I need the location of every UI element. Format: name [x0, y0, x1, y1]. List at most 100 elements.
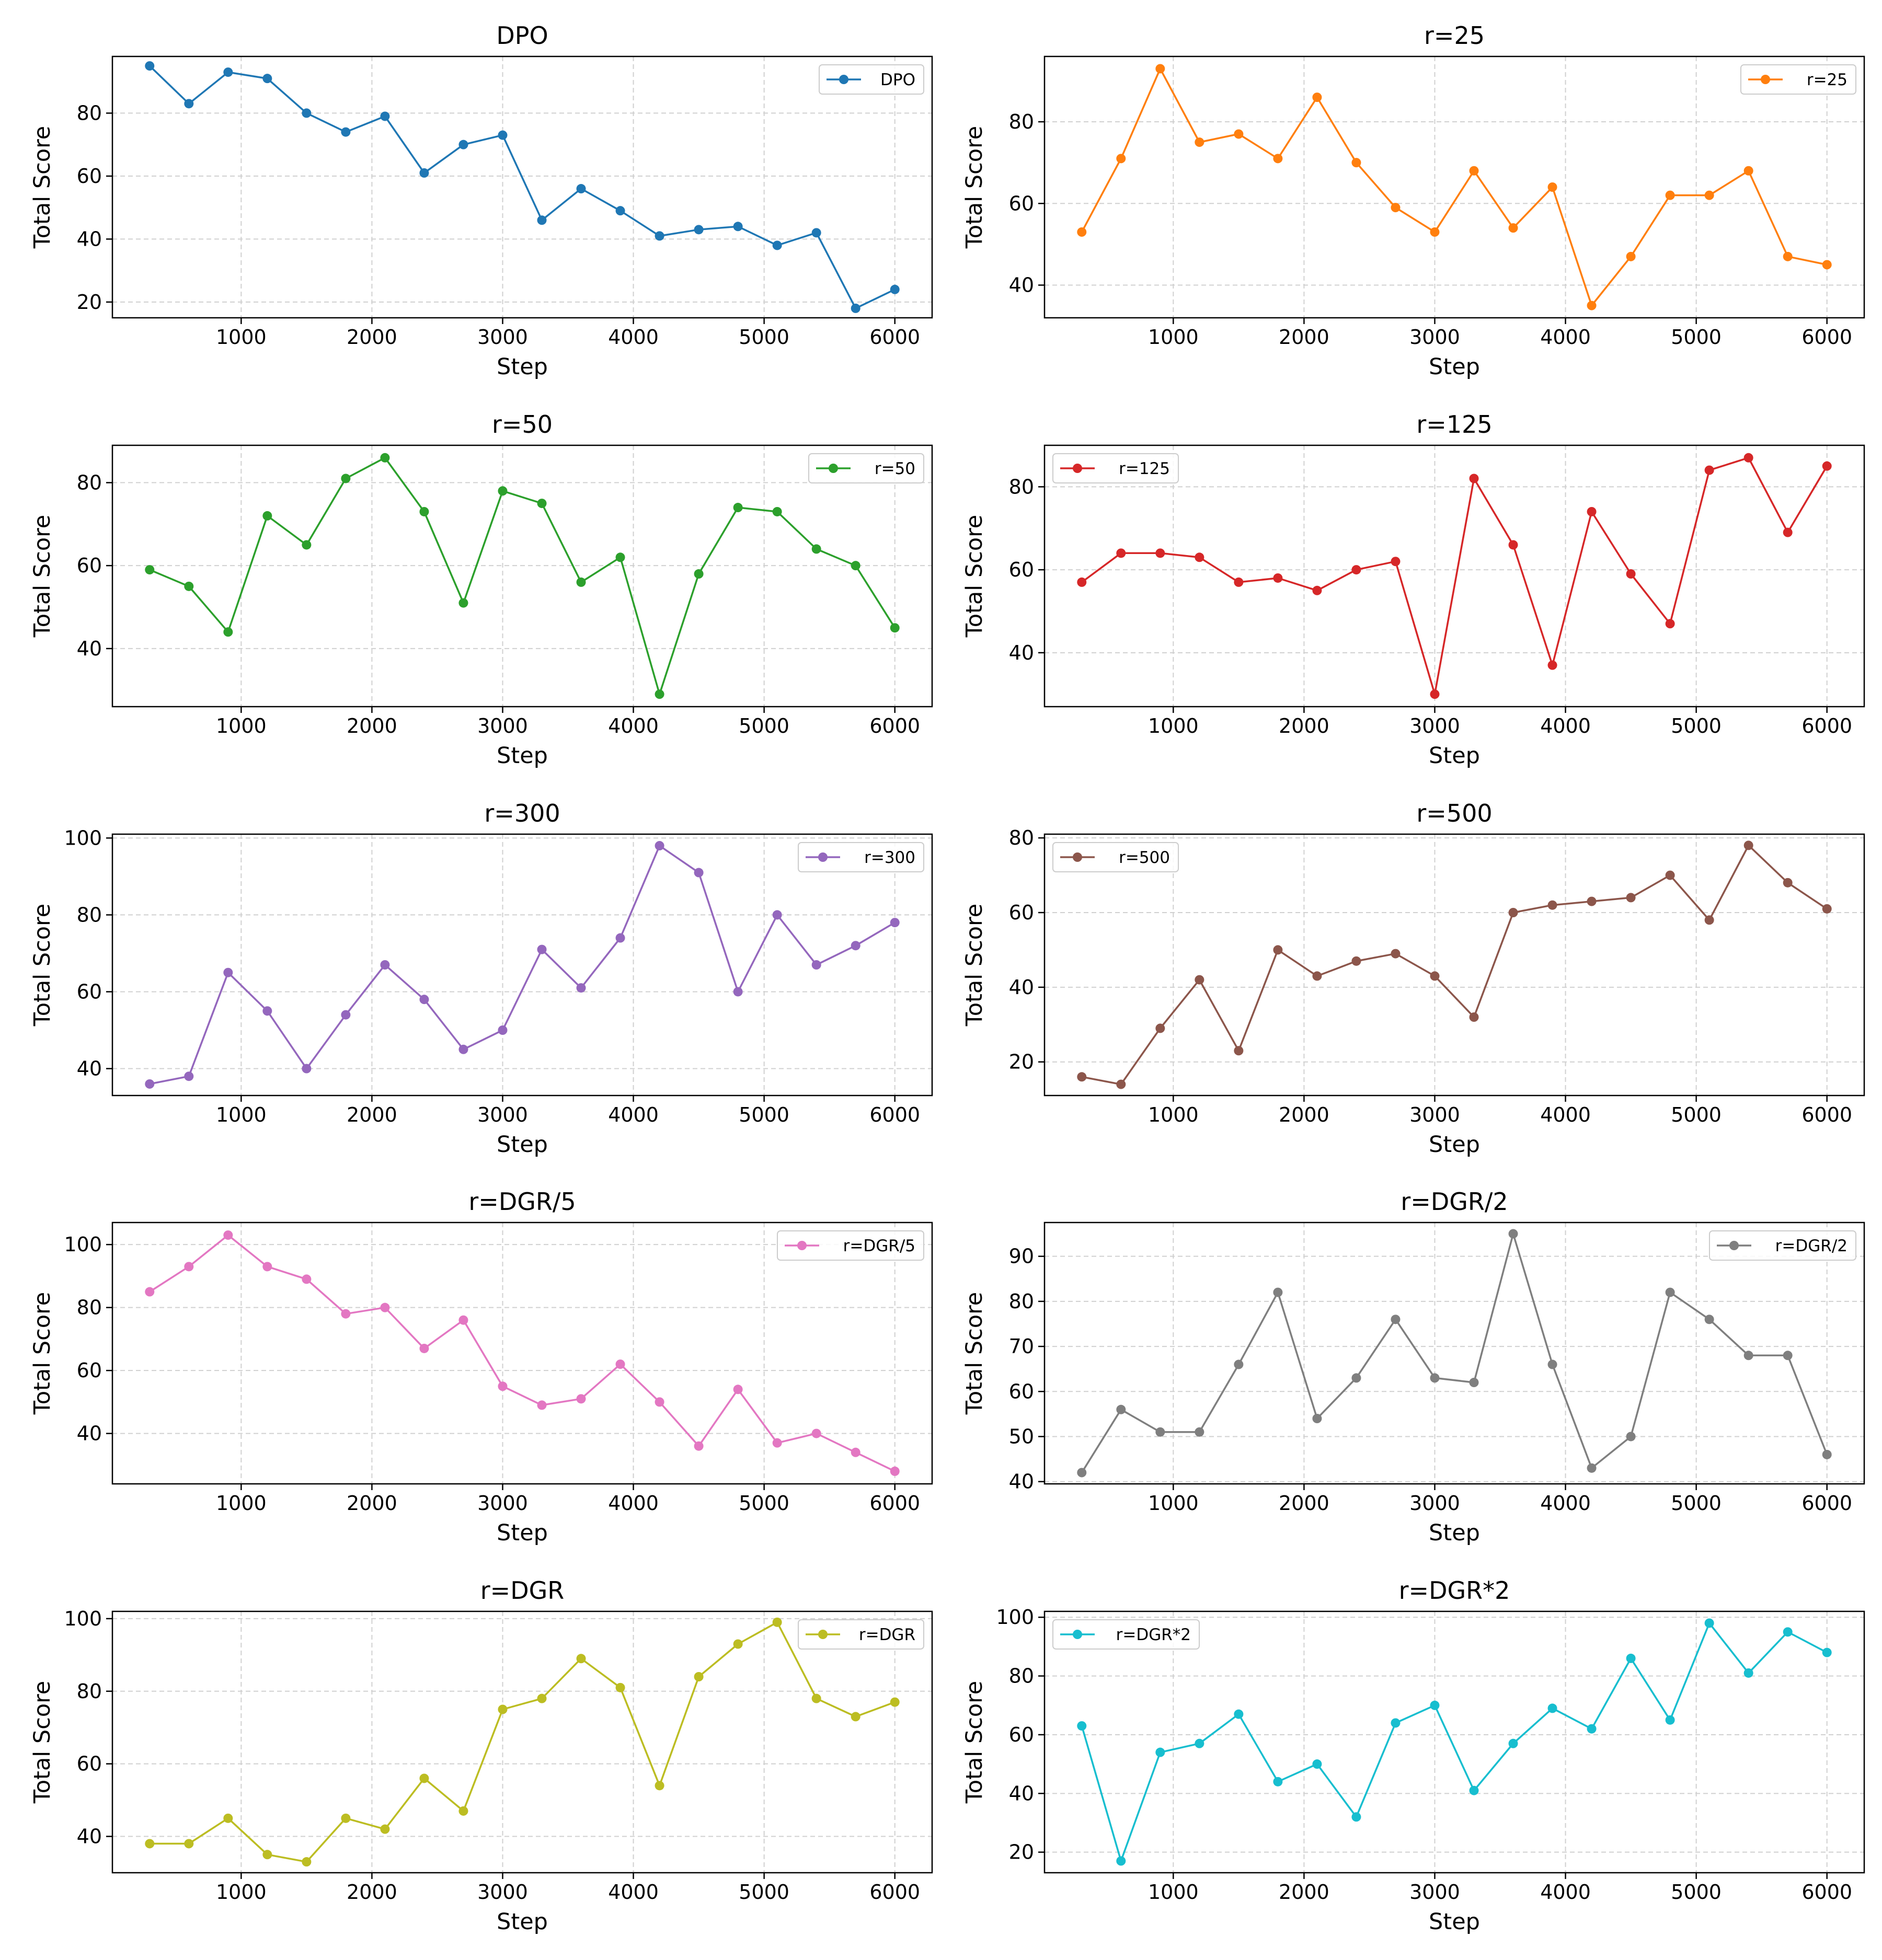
legend: r=300 — [798, 842, 924, 872]
chart-title: r=500 — [1416, 799, 1492, 827]
data-point — [262, 74, 272, 84]
legend-box — [819, 64, 924, 95]
data-point — [184, 581, 194, 591]
data-point — [262, 1850, 272, 1860]
data-point — [1547, 900, 1557, 910]
data-point — [890, 918, 900, 928]
plot-frame — [1043, 1221, 1865, 1485]
data-point — [1312, 585, 1322, 595]
data-point — [419, 1343, 429, 1353]
y-tick-label: 40 — [77, 637, 102, 660]
x-tick-label: 1000 — [216, 1103, 267, 1126]
legend-label: r=DGR/5 — [843, 1237, 915, 1255]
data-point — [1587, 301, 1597, 310]
data-point — [576, 1394, 586, 1404]
x-tick-label: 4000 — [1540, 1103, 1591, 1126]
data-point — [341, 1010, 351, 1020]
y-tick-label: 80 — [77, 1296, 102, 1319]
chart-r-dgr-2: 1000 2000 3000 4000 5000 6000 20 40 60 80 100 r=DGR… — [961, 1576, 1865, 1935]
series-line — [149, 457, 896, 695]
legend-label: r=300 — [864, 848, 915, 867]
y-axis-label: Total Score — [29, 515, 55, 638]
data-point — [380, 111, 390, 121]
data-point — [1116, 1079, 1126, 1089]
data-point — [1508, 540, 1518, 550]
y-tick-label: 80 — [1009, 826, 1034, 849]
series-line — [149, 845, 896, 1085]
x-tick-label: 5000 — [739, 714, 789, 737]
x-axis-label: Step — [497, 354, 548, 380]
data-point — [615, 552, 625, 562]
legend-box — [798, 1619, 924, 1650]
x-tick-label: 1000 — [216, 714, 267, 737]
data-point — [1743, 453, 1753, 463]
data-point — [1155, 1747, 1165, 1757]
data-point — [1783, 1351, 1793, 1361]
data-point — [1116, 154, 1126, 164]
data-point — [772, 1617, 782, 1627]
legend-label: DPO — [880, 71, 915, 89]
data-point — [1469, 1785, 1479, 1795]
data-point — [1077, 577, 1087, 587]
data-point — [419, 506, 429, 516]
x-tick-label: 5000 — [739, 1492, 789, 1515]
legend-box — [1740, 64, 1856, 95]
plot-frame — [1043, 1610, 1865, 1874]
x-axis-label: Step — [1429, 1909, 1480, 1935]
x-tick-label: 1000 — [1148, 1881, 1199, 1904]
y-tick-label: 70 — [1009, 1335, 1034, 1358]
data-point — [615, 206, 625, 216]
data-point — [302, 1857, 312, 1867]
x-tick-label: 5000 — [739, 1881, 789, 1904]
y-axis-label: Total Score — [29, 1681, 55, 1804]
legend-box — [1052, 1619, 1200, 1650]
data-point — [537, 1400, 547, 1410]
y-axis-label: Total Score — [29, 904, 55, 1027]
legend: r=25 — [1740, 64, 1856, 95]
data-point — [1116, 1856, 1126, 1866]
data-point — [1312, 93, 1322, 102]
data-point — [145, 61, 155, 71]
data-point — [1508, 908, 1518, 917]
data-point — [1587, 1724, 1597, 1734]
data-point — [1665, 1287, 1675, 1297]
legend-box — [1709, 1230, 1856, 1261]
y-tick-label: 40 — [1009, 976, 1034, 999]
x-tick-label: 4000 — [1540, 326, 1591, 349]
legend-label: r=DGR*2 — [1116, 1625, 1191, 1644]
data-point — [1547, 1359, 1557, 1369]
data-point — [1626, 893, 1636, 903]
data-point — [1743, 840, 1753, 850]
data-point — [419, 995, 429, 1005]
data-point — [341, 474, 351, 483]
data-point — [458, 598, 468, 608]
data-point — [1351, 956, 1361, 966]
plot-frame — [1043, 444, 1865, 708]
y-tick-label: 40 — [1009, 1782, 1034, 1805]
x-tick-label: 2000 — [1279, 326, 1329, 349]
data-point — [341, 1309, 351, 1319]
legend: r=125 — [1052, 453, 1179, 483]
series-line — [149, 1234, 896, 1472]
data-point — [851, 1447, 860, 1457]
legend-marker — [797, 1241, 807, 1250]
data-point — [772, 1438, 782, 1448]
x-tick-label: 6000 — [869, 1103, 920, 1126]
x-tick-label: 6000 — [1801, 326, 1852, 349]
data-point — [1234, 129, 1244, 139]
y-tick-label: 60 — [77, 554, 102, 577]
data-point — [1234, 1709, 1244, 1719]
chart-r-25: 1000 2000 3000 4000 5000 6000 40 60 80 r=25 Step To… — [961, 21, 1865, 380]
y-tick-label: 100 — [64, 826, 102, 849]
y-tick-label: 40 — [1009, 274, 1034, 297]
x-tick-label: 1000 — [216, 1881, 267, 1904]
chart-r-300: 1000 2000 3000 4000 5000 6000 40 60 80 100 r=300 St… — [29, 799, 933, 1158]
y-tick-label: 20 — [77, 291, 102, 314]
y-tick-label: 80 — [77, 1680, 102, 1703]
chart-dpo: 1000 2000 3000 4000 5000 6000 20 40 60 80 DPO Step T… — [29, 21, 933, 380]
data-point — [1351, 1812, 1361, 1822]
data-point — [811, 228, 821, 238]
x-tick-label: 5000 — [1671, 326, 1722, 349]
data-point — [1587, 1463, 1597, 1473]
data-point — [1783, 1627, 1793, 1637]
